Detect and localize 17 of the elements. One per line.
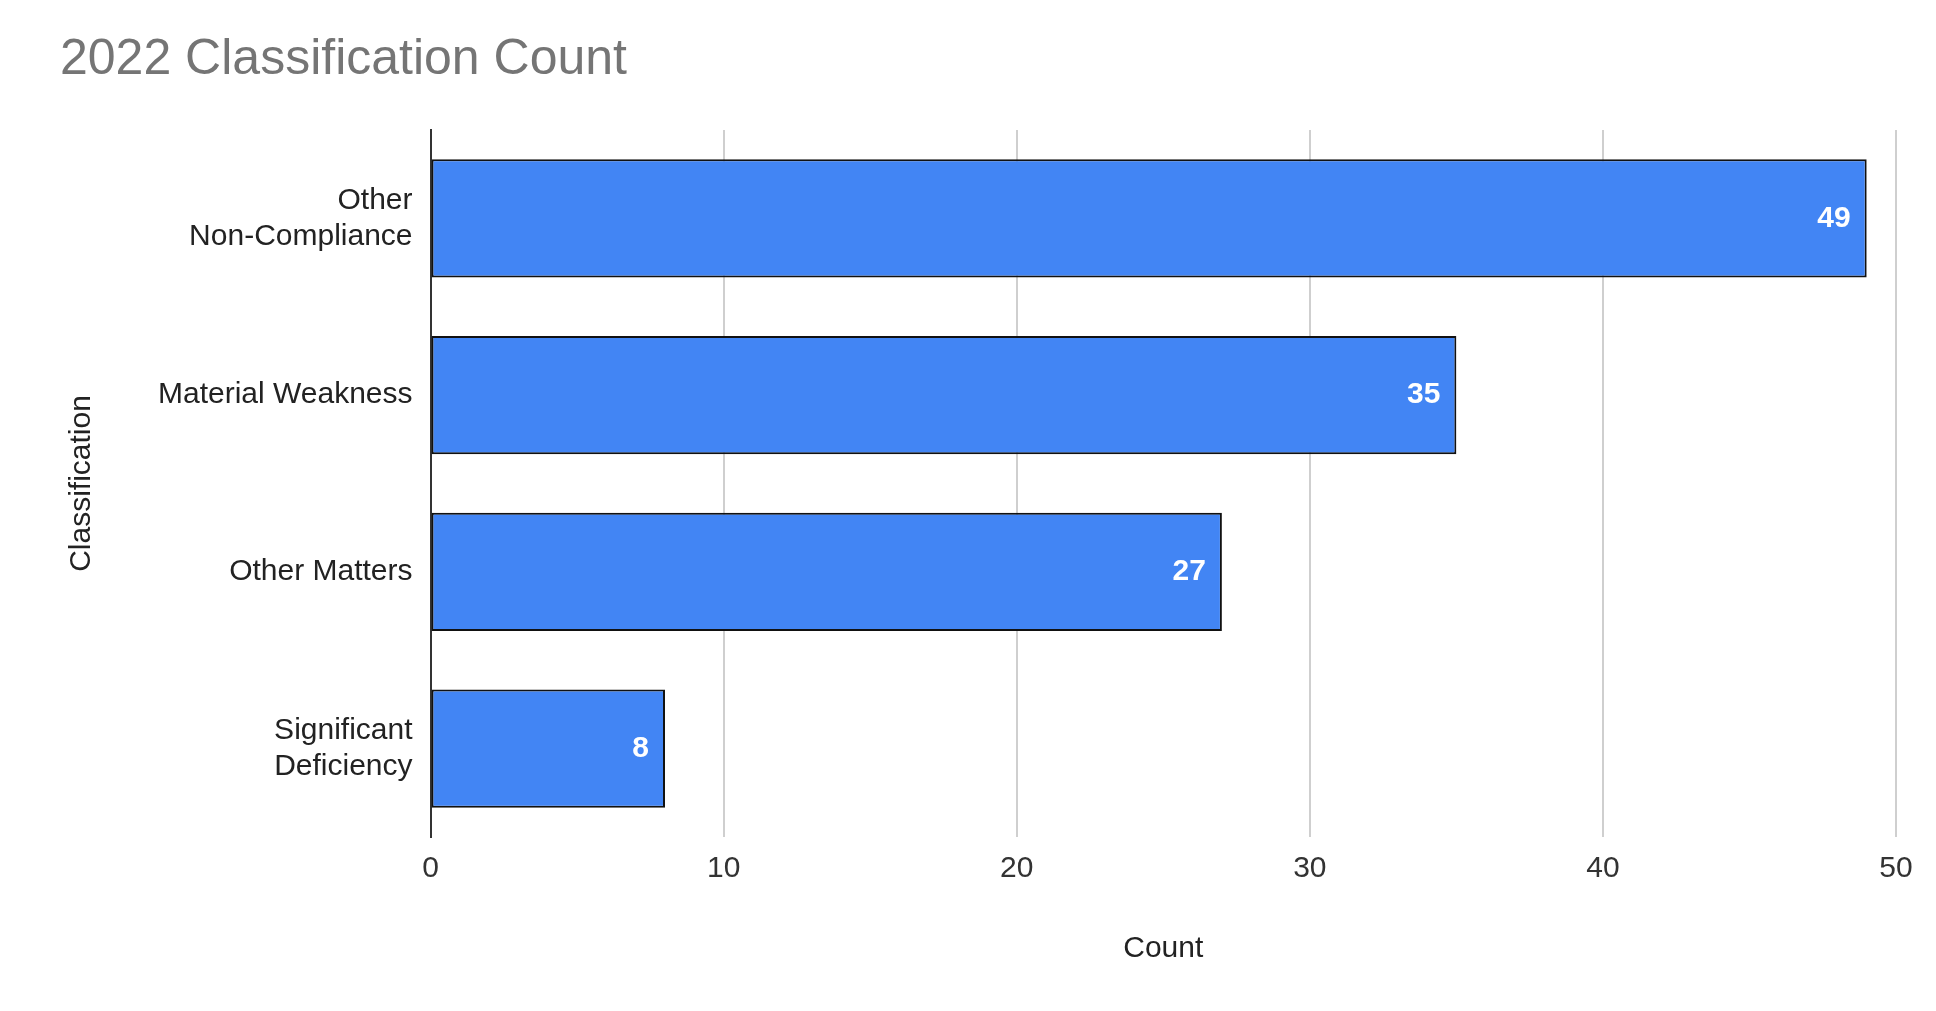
data-label: 35 xyxy=(1406,376,1441,410)
chart-title: 2022 Classification Count xyxy=(60,28,628,85)
x-tick-label: 50 xyxy=(1879,850,1913,884)
x-tick-label: 30 xyxy=(1293,850,1327,884)
data-label: 27 xyxy=(1172,553,1206,587)
x-tick-label: 10 xyxy=(706,850,741,884)
y-tick-label: Other Non-Compliance xyxy=(189,181,413,251)
data-label: 8 xyxy=(632,729,650,763)
y-tick-label: Other Matters xyxy=(229,553,413,587)
x-tick-label: 20 xyxy=(1000,850,1034,884)
x-tick-label: 0 xyxy=(422,850,439,884)
data-label: 49 xyxy=(1817,199,1851,233)
y-tick-label: Significant Deficiency xyxy=(274,711,414,781)
x-tick-label: 40 xyxy=(1586,850,1620,884)
x-axis-title: Count xyxy=(1123,930,1204,964)
y-tick-label: Material Weakness xyxy=(158,376,413,410)
y-axis-title: Classification xyxy=(63,395,97,572)
